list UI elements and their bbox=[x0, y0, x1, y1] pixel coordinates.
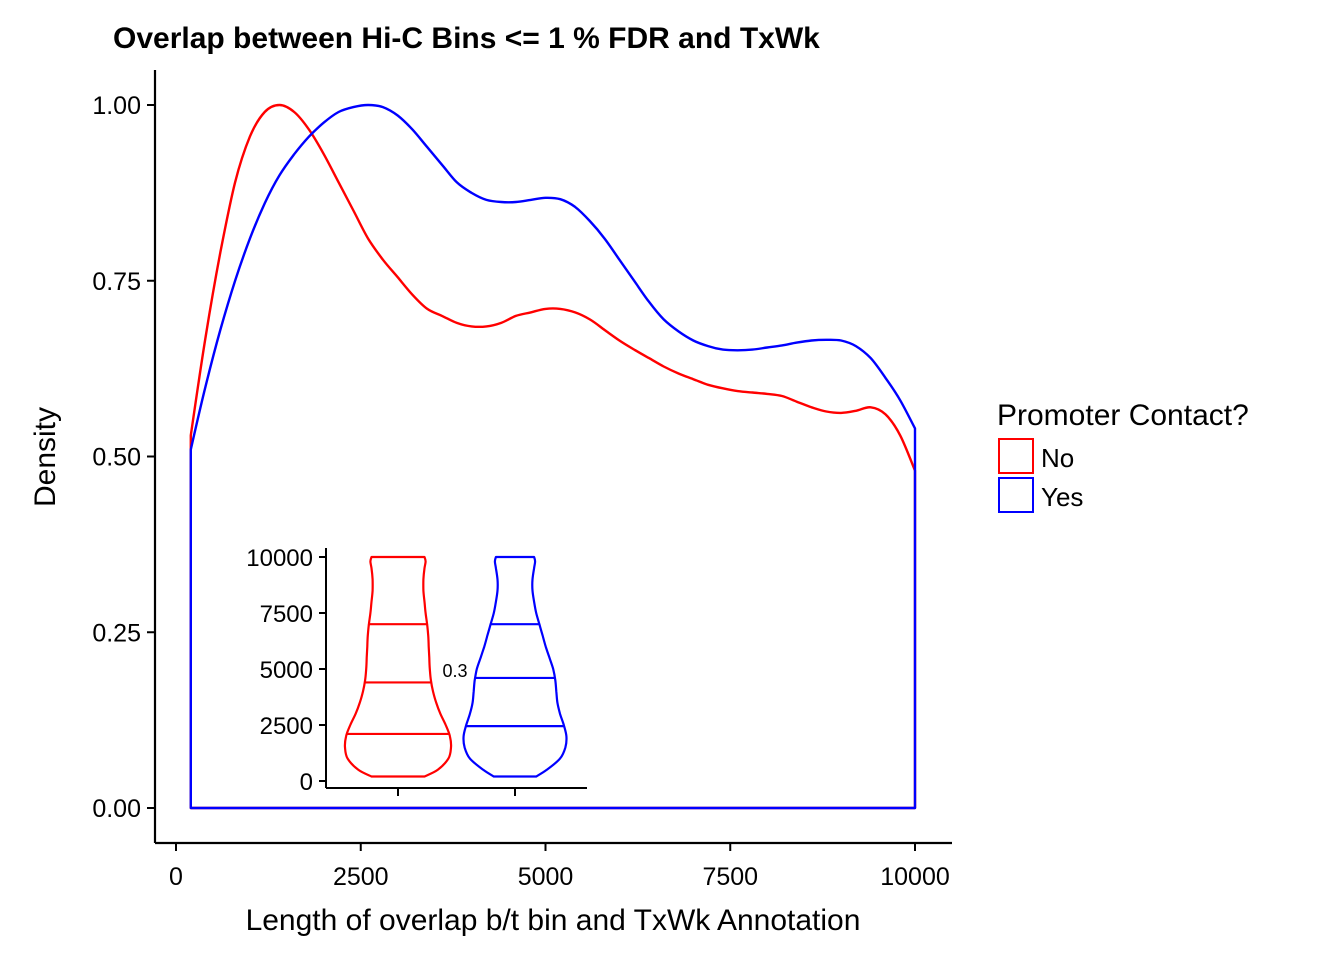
x-tick-label: 10000 bbox=[880, 863, 950, 891]
inset-y-tick-label: 2500 bbox=[260, 713, 313, 740]
y-tick-label: 1.00 bbox=[92, 92, 141, 120]
x-tick-label: 2500 bbox=[333, 863, 389, 891]
inset-violin-plot: 0 2500 5000 7500 10000 0.3 bbox=[246, 545, 587, 796]
density-curve-yes bbox=[189, 103, 917, 810]
legend: Promoter Contact? No Yes bbox=[997, 399, 1249, 513]
inset-y-tick-label: 5000 bbox=[260, 657, 313, 684]
legend-label-yes: Yes bbox=[1041, 482, 1083, 512]
inset-y-tick-label: 10000 bbox=[246, 545, 313, 572]
inset-y-ticks: 0 2500 5000 7500 10000 bbox=[246, 545, 326, 796]
x-tick-label: 0 bbox=[169, 863, 183, 891]
x-tick-label: 7500 bbox=[702, 863, 758, 891]
x-tick-label: 5000 bbox=[518, 863, 574, 891]
y-axis-ticks: 0.00 0.25 0.50 0.75 1.00 bbox=[92, 92, 155, 823]
chart-title: Overlap between Hi-C Bins <= 1 % FDR and… bbox=[113, 22, 820, 55]
y-tick-label: 0.00 bbox=[92, 795, 141, 823]
legend-label-no: No bbox=[1041, 443, 1074, 473]
legend-key-no bbox=[998, 438, 1034, 474]
inset-y-tick-label: 0 bbox=[300, 769, 313, 796]
x-axis-title: Length of overlap b/t bin and TxWk Annot… bbox=[246, 904, 861, 937]
violin-yes bbox=[462, 555, 568, 778]
legend-title: Promoter Contact? bbox=[997, 399, 1249, 432]
x-axis-ticks: 0 2500 5000 7500 10000 bbox=[169, 843, 950, 891]
inset-violins bbox=[343, 555, 568, 778]
y-tick-label: 0.50 bbox=[92, 444, 141, 472]
y-tick-label: 0.75 bbox=[92, 268, 141, 296]
legend-key-yes bbox=[998, 477, 1034, 513]
inset-y-tick-label: 7500 bbox=[260, 601, 313, 628]
inset-annotation: 0.3 bbox=[442, 661, 467, 681]
y-tick-label: 0.25 bbox=[92, 619, 141, 647]
violin-no bbox=[343, 555, 453, 778]
y-axis-title: Density bbox=[29, 407, 62, 507]
main-panel bbox=[189, 103, 917, 810]
density-curve-no bbox=[189, 103, 917, 810]
